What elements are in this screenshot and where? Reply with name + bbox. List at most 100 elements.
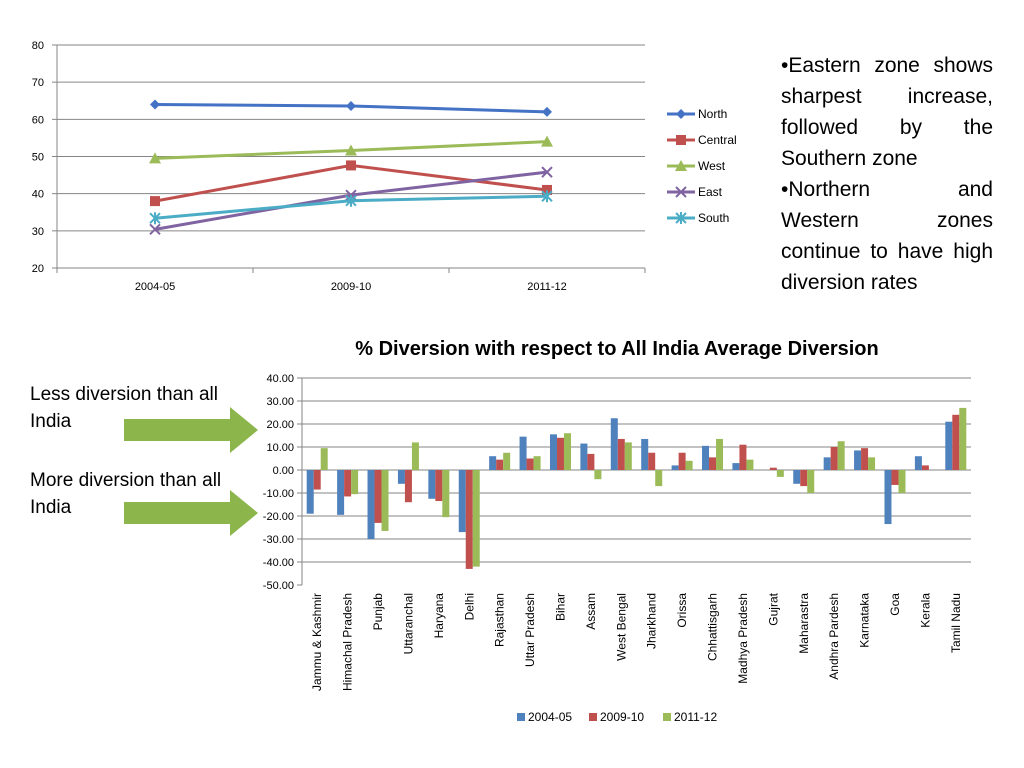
legend-item-central: Central xyxy=(667,133,737,147)
arrow-right-icon xyxy=(124,490,258,536)
bar xyxy=(320,448,328,470)
category-group xyxy=(367,470,389,539)
category-group xyxy=(641,438,663,487)
bar xyxy=(367,470,375,539)
bar xyxy=(861,448,869,470)
category-group xyxy=(337,470,359,515)
bar xyxy=(313,470,321,490)
category-group xyxy=(884,470,906,525)
bar xyxy=(959,407,967,470)
bar xyxy=(411,442,419,470)
x-tick-label: Uttar Pradesh xyxy=(523,593,537,667)
bar xyxy=(458,470,466,533)
bar xyxy=(503,452,511,470)
arrow-shape xyxy=(124,407,258,453)
category-group xyxy=(732,444,754,470)
bar xyxy=(556,437,564,470)
bar xyxy=(746,459,754,470)
series-west xyxy=(149,135,553,164)
y-tick-label: 40.00 xyxy=(266,373,294,385)
bar xyxy=(739,444,747,470)
data-point xyxy=(150,196,160,207)
category-group xyxy=(914,456,929,470)
x-tick-label: Orissa xyxy=(675,593,689,628)
bar xyxy=(678,452,686,470)
legend-label: West xyxy=(698,159,726,173)
legend-marker xyxy=(675,160,687,171)
bar xyxy=(526,458,534,470)
bar xyxy=(519,436,527,470)
legend-label: 2009-10 xyxy=(600,710,644,724)
x-tick-label: West Bengal xyxy=(614,593,628,661)
bar xyxy=(351,470,359,495)
y-tick-label: 80 xyxy=(32,40,44,52)
category-group xyxy=(458,470,480,569)
bar xyxy=(404,470,412,503)
bar xyxy=(563,433,571,470)
bar xyxy=(549,434,557,470)
bar xyxy=(671,465,679,470)
y-tick-label: 0.00 xyxy=(273,465,294,477)
data-point xyxy=(150,99,160,110)
bar xyxy=(914,456,922,470)
x-tick-label: Tamil Nadu xyxy=(949,593,963,653)
x-tick-label: Madhya Pradesh xyxy=(736,593,750,684)
chart-title: % Diversion with respect to All India Av… xyxy=(355,338,878,360)
bar xyxy=(868,457,876,470)
y-tick-label: -40.00 xyxy=(263,557,294,569)
x-tick-label: Kerala xyxy=(918,593,932,628)
x-tick-label: 2009-10 xyxy=(331,281,371,293)
bar xyxy=(898,470,906,493)
data-point xyxy=(346,160,356,171)
y-tick-label: -50.00 xyxy=(263,580,294,592)
bar xyxy=(337,470,345,515)
bar xyxy=(952,414,960,470)
legend-label: Central xyxy=(698,133,737,147)
less-diversion-label: Less diversion than all India xyxy=(30,384,218,432)
x-tick-label: Delhi xyxy=(462,593,476,620)
x-tick-label: Chhattisgarh xyxy=(706,593,720,661)
legend-marker xyxy=(676,109,686,119)
bar xyxy=(496,459,504,470)
bar xyxy=(685,460,693,470)
category-group xyxy=(671,452,693,470)
side-notes: •Eastern zone shows sharpest increase, f… xyxy=(781,50,993,298)
bar xyxy=(655,470,663,487)
x-tick-label: Jammu & Kashmir xyxy=(310,593,324,691)
category-group xyxy=(823,441,845,470)
bar xyxy=(823,457,831,470)
x-tick-label: Jharkhand xyxy=(645,593,659,649)
bar xyxy=(945,421,953,470)
data-point xyxy=(541,166,553,178)
bar xyxy=(617,438,625,470)
bar xyxy=(854,450,862,470)
category-group xyxy=(580,443,602,480)
x-tick-label: Bihar xyxy=(553,593,567,621)
data-point xyxy=(345,144,357,156)
x-tick-label: Assam xyxy=(584,593,598,630)
bar xyxy=(709,457,717,470)
x-tick-label: Punjab xyxy=(371,593,385,631)
bar xyxy=(648,452,656,470)
legend-marker xyxy=(675,186,687,198)
bar xyxy=(884,470,892,525)
category-group xyxy=(489,452,511,470)
bar xyxy=(472,470,480,567)
bar xyxy=(837,441,845,470)
y-tick-label: 40 xyxy=(32,189,44,201)
bar xyxy=(891,470,899,485)
bar xyxy=(344,470,352,497)
bar xyxy=(807,470,815,493)
x-tick-label: Rajasthan xyxy=(493,593,507,647)
data-point xyxy=(149,223,161,236)
category-group xyxy=(793,470,815,493)
bar xyxy=(793,470,801,484)
category-group xyxy=(549,433,571,470)
y-tick-label: 30.00 xyxy=(266,396,294,408)
zone-line-chart: 20 30 40 50 60 70 80 2004-05 2009-10 2011-12 North… xyxy=(32,40,737,293)
data-point xyxy=(345,194,357,207)
bar xyxy=(702,445,710,470)
category-group xyxy=(854,448,876,470)
legend-label: 2004-05 xyxy=(528,710,572,724)
x-tick-label: Himachal Pradesh xyxy=(341,593,355,691)
